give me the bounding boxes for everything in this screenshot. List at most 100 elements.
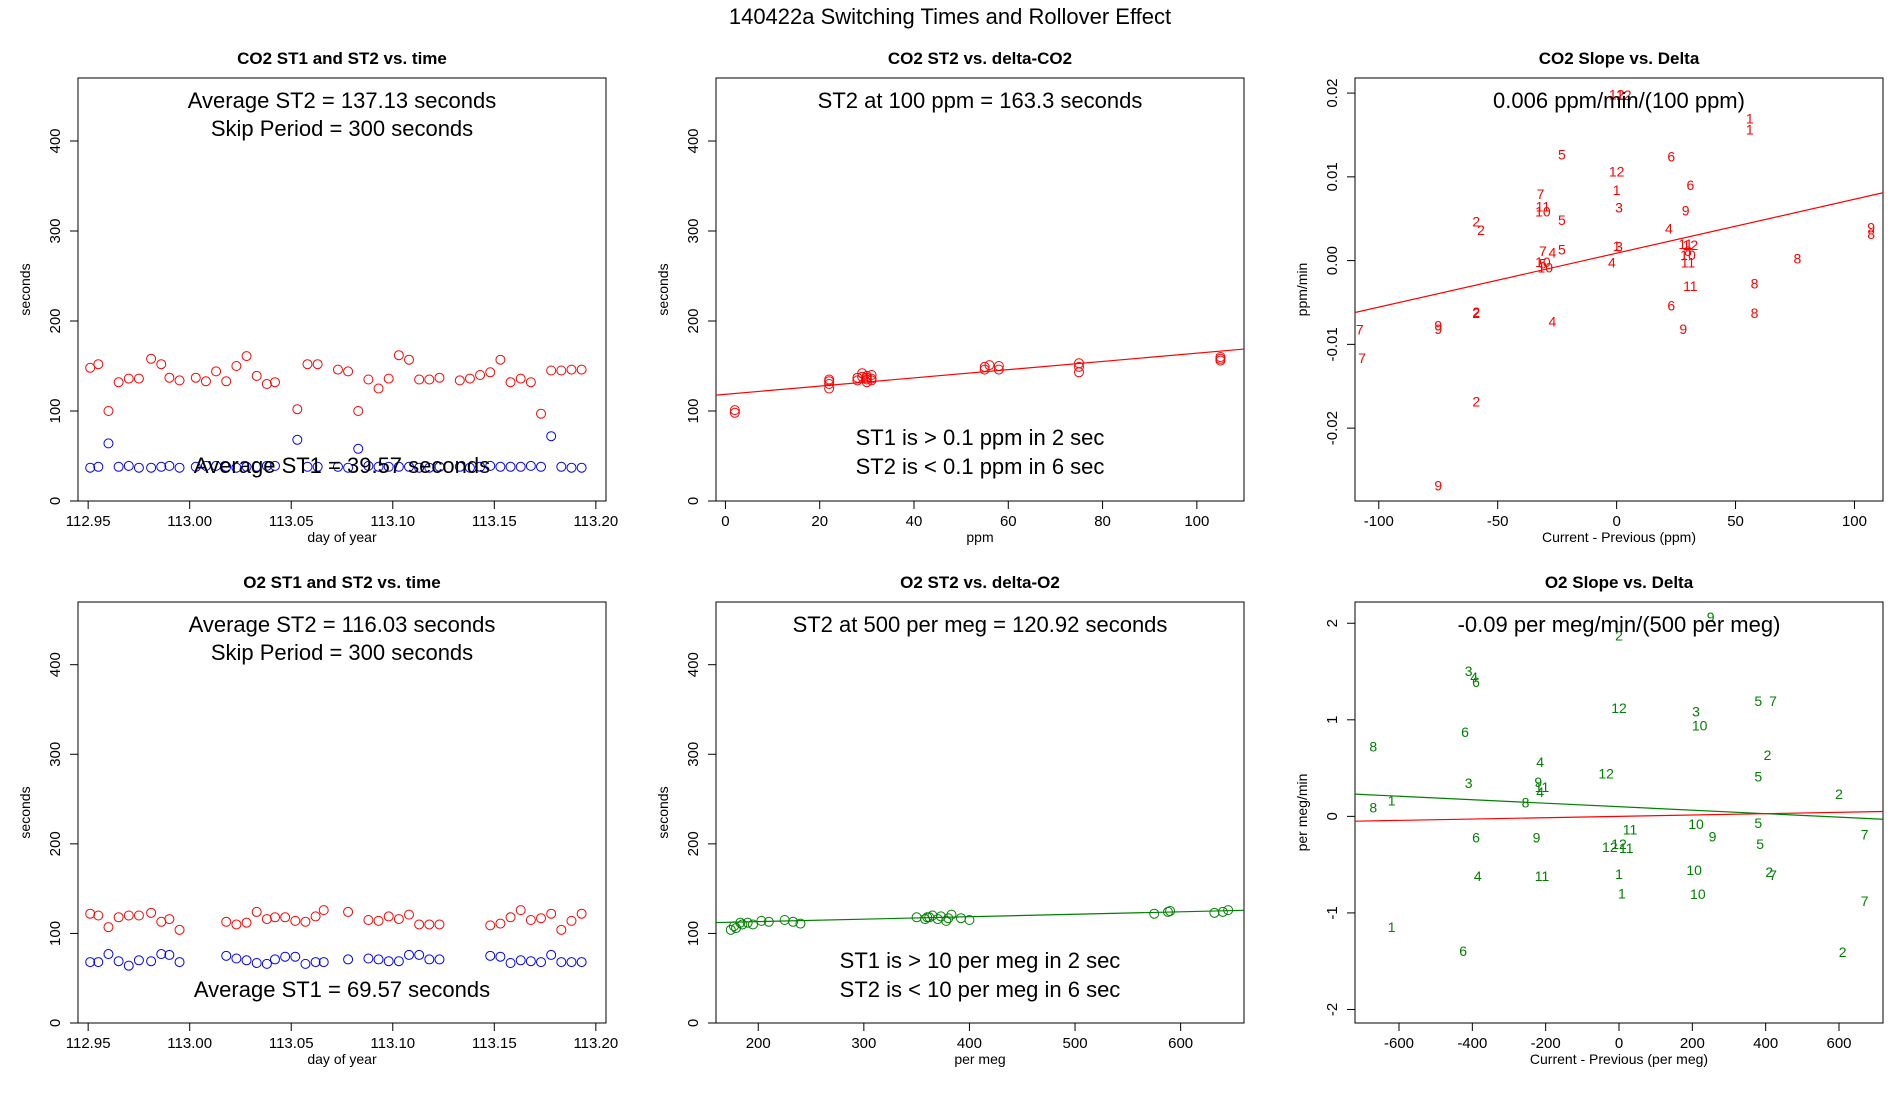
co2_time-point <box>556 365 567 376</box>
o2_slope-point-label: 8 <box>1369 799 1377 815</box>
co2_slope-point-label: 9 <box>1434 317 1442 333</box>
o2_time-point <box>515 905 526 916</box>
co2_time-point <box>174 375 185 386</box>
co2_time-point <box>434 372 445 383</box>
co2_delta-y-tick-label: 100 <box>685 398 702 423</box>
o2_delta-x-tick-label: 300 <box>851 1035 876 1052</box>
o2_slope-point-label: 3 <box>1465 663 1473 679</box>
co2_slope-point-label: 5 <box>1539 255 1547 271</box>
o2_delta-point <box>795 918 806 929</box>
o2_slope-point-label: 12 <box>1611 836 1627 852</box>
co2_slope-point-label: 9 <box>1679 321 1687 337</box>
o2_slope-point-label: 12 <box>1602 839 1618 855</box>
o2_time-point <box>85 957 96 968</box>
co2_time-y-axis-label: seconds <box>17 263 33 315</box>
co2_time-x-tick-label: 112.95 <box>66 513 111 530</box>
co2_slope-panel: CO2 Slope vs. Delta -100 -50 0 50 100 -0.02 -0.… <box>1294 49 1884 545</box>
o2_delta-point <box>1217 906 1228 917</box>
o2_time-point <box>576 957 587 968</box>
co2_time-point <box>123 373 134 384</box>
co2_slope-y-tick-label: 0.01 <box>1324 162 1341 191</box>
co2_time-point <box>454 461 465 472</box>
co2_time-point <box>454 375 465 386</box>
o2_time-x-tick-label: 112.95 <box>66 1035 111 1052</box>
co2_slope-point-label: 7 <box>1358 350 1366 366</box>
co2_time-point <box>373 383 384 394</box>
o2_delta-point <box>737 919 748 930</box>
o2_delta-y-axis-label: seconds <box>655 786 671 838</box>
figure-title: 140422a Switching Times and Rollover Eff… <box>729 4 1171 29</box>
o2_slope-y-tick-label: -1 <box>1324 906 1341 919</box>
co2_slope-x-tick-label: 50 <box>1727 513 1744 530</box>
co2_slope-point-label: 7 <box>1537 186 1545 202</box>
co2_slope-point-label: 1 <box>1613 238 1621 254</box>
co2_time-point <box>251 370 262 381</box>
o2_time-point <box>383 911 394 922</box>
o2_time-y-tick-label: 100 <box>47 921 64 946</box>
co2_delta-point <box>866 373 877 384</box>
co2_time-x-tick-label: 113.00 <box>167 513 212 530</box>
co2_slope-point-label: 5 <box>1558 212 1566 228</box>
co2_slope-y-tick-label: -0.01 <box>1324 327 1341 361</box>
o2_slope-point-label: 11 <box>1619 840 1634 856</box>
o2_delta-point <box>779 914 790 925</box>
co2_delta-point <box>824 374 835 385</box>
co2_time-point <box>495 461 506 472</box>
co2_delta-y-tick-label: 0 <box>685 497 702 505</box>
co2_time-point <box>424 374 435 385</box>
co2_slope-point-label: 10 <box>1535 204 1551 220</box>
co2_time-y-tick-label: 100 <box>47 398 64 423</box>
o2_time-x-tick-label: 113.15 <box>472 1035 517 1052</box>
co2_time-point <box>103 406 114 416</box>
o2_slope-point-label: 9 <box>1534 774 1542 790</box>
co2_time-point <box>566 462 577 473</box>
co2_delta-point <box>1074 361 1084 372</box>
co2_time-point <box>515 373 526 384</box>
o2_delta-point <box>1209 907 1220 918</box>
co2_slope-point-label: 8 <box>1751 305 1759 321</box>
co2_time-x-tick-label: 113.20 <box>573 513 618 530</box>
o2_delta-point <box>735 917 746 928</box>
co2_time-point <box>241 351 252 362</box>
co2_time-title: CO2 ST1 and ST2 vs. time <box>237 49 447 68</box>
co2_time-point <box>221 461 232 472</box>
o2_delta-point <box>742 917 753 928</box>
co2_time-point <box>353 443 364 454</box>
o2_time-y-tick-label: 200 <box>47 831 64 856</box>
co2_delta-x-tick-label: 20 <box>811 513 828 530</box>
co2_slope-point-label: 11 <box>1678 236 1693 252</box>
co2_time-point <box>404 461 415 472</box>
o2_time-point <box>221 916 232 927</box>
co2_time-point <box>292 434 303 445</box>
o2_slope-point-label: 7 <box>1769 693 1777 709</box>
co2_delta-x-tick-label: 0 <box>721 513 729 530</box>
o2_time-point <box>251 957 262 968</box>
o2_time-x-tick-label: 113.00 <box>167 1035 212 1052</box>
o2_delta-x-tick-label: 200 <box>746 1035 771 1052</box>
o2_time-point <box>146 907 157 918</box>
co2_time-point <box>164 372 175 383</box>
o2_time-x-tick-label: 113.10 <box>370 1035 415 1052</box>
co2_time-point <box>85 462 96 473</box>
o2_time-point <box>241 955 252 966</box>
co2_slope-y-tick-label: 0.00 <box>1324 246 1341 275</box>
co2_time-point <box>312 461 323 472</box>
co2_time-point <box>485 367 496 378</box>
co2_time-point <box>515 461 526 472</box>
o2_delta-point <box>1162 906 1173 917</box>
o2_time-point <box>434 919 445 930</box>
o2_slope-point-label: 6 <box>1472 674 1480 690</box>
o2_slope-point-label: 5 <box>1754 815 1762 831</box>
o2_time-y-tick-label: 400 <box>47 652 64 677</box>
co2_time-point <box>85 362 96 373</box>
o2_slope-x-tick-label: -600 <box>1384 1035 1414 1052</box>
co2_time-point <box>434 461 445 472</box>
co2_slope-point-label: 7 <box>1356 322 1364 338</box>
co2_delta-annotation: ST2 at 100 ppm = 163.3 seconds <box>818 88 1143 113</box>
co2_time-point <box>103 438 114 449</box>
co2_slope-point-label: 4 <box>1608 255 1616 271</box>
co2_time-y-tick-label: 200 <box>47 308 64 333</box>
o2_slope-point-label: 5 <box>1756 836 1764 852</box>
